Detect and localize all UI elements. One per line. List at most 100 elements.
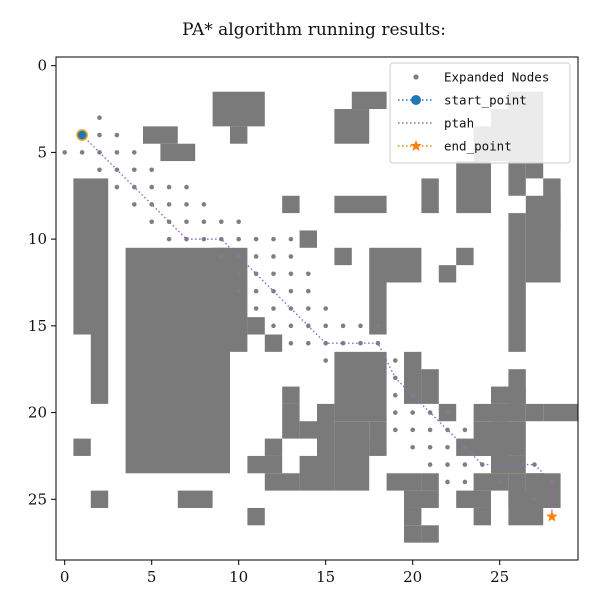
obstacle-cell: [160, 143, 196, 162]
expanded-node-point: [184, 184, 189, 190]
y-tick-label: 15: [28, 317, 47, 335]
expanded-node-point: [288, 288, 294, 294]
expanded-node-point: [201, 202, 207, 207]
obstacle-cell: [212, 247, 230, 439]
obstacle-cell: [299, 455, 317, 491]
expanded-node-point: [288, 323, 294, 329]
obstacle-cell: [456, 161, 491, 214]
obstacle-cell: [299, 421, 317, 439]
path-line: [81, 134, 553, 517]
y-tick-label: 5: [37, 143, 47, 161]
expanded-node-point: [236, 236, 241, 242]
expanded-node-point: [410, 427, 416, 433]
legend-marker-start: [411, 95, 421, 105]
expanded-node-point: [97, 132, 102, 138]
expanded-node-point: [271, 306, 276, 311]
expanded-node-point: [219, 236, 224, 242]
expanded-node-point: [410, 444, 416, 450]
legend-box: [389, 62, 571, 164]
expanded-node-point: [166, 184, 172, 190]
obstacle-cell: [404, 525, 422, 543]
expanded-node-point: [166, 236, 172, 242]
expanded-node-point: [288, 236, 294, 242]
obstacle-cell: [264, 334, 283, 352]
legend-label: end_point: [444, 139, 512, 154]
obstacle-cell: [404, 490, 439, 508]
obstacle-cell: [508, 473, 526, 508]
obstacle-cell: [247, 455, 283, 474]
obstacle-cell: [334, 351, 387, 422]
expanded-node-point: [288, 271, 294, 277]
expanded-node-point: [340, 323, 346, 329]
obstacle-cell: [351, 91, 387, 110]
expanded-node-point: [427, 444, 433, 450]
obstacle-cell: [73, 438, 91, 456]
y-tick-label: 10: [28, 230, 47, 248]
expanded-node-point: [114, 184, 120, 190]
expanded-node-point: [201, 219, 207, 225]
expanded-node-point: [271, 236, 276, 242]
obstacle-cell: [143, 126, 178, 144]
expanded-node-point: [219, 219, 224, 225]
obstacle-cell: [473, 507, 491, 526]
expanded-node-point: [132, 184, 137, 190]
obstacle-cell: [247, 507, 265, 526]
obstacle-cell: [421, 369, 439, 404]
obstacle-cell: [369, 282, 387, 335]
obstacle-cell: [456, 247, 474, 266]
expanded-node-point: [497, 479, 503, 485]
legend-label: Expanded Nodes: [444, 70, 549, 85]
obstacle-cell: [404, 507, 422, 526]
expanded-node-point: [149, 184, 154, 190]
obstacle-cell: [508, 369, 526, 404]
expanded-node-point: [149, 219, 154, 225]
expanded-node-point: [271, 288, 276, 294]
expanded-node-point: [445, 479, 450, 485]
expanded-node-point: [288, 340, 294, 346]
expanded-node-point: [288, 254, 294, 259]
expanded-node-point: [323, 306, 329, 311]
x-tick-label: 5: [147, 568, 157, 586]
expanded-node-point: [532, 496, 537, 502]
expanded-node-point: [306, 340, 311, 346]
obstacle-cell: [421, 525, 439, 543]
expanded-node-point: [97, 167, 102, 173]
plot-frame: [55, 56, 579, 561]
expanded-node-point: [236, 288, 241, 294]
expanded-node-point: [375, 323, 381, 329]
obstacle-cell: [525, 403, 544, 422]
expanded-node-point: [236, 219, 241, 225]
expanded-node-point: [253, 306, 259, 311]
chart-title: PA* algorithm running results:: [182, 20, 446, 40]
expanded-node-point: [462, 427, 468, 433]
x-tick-label: 20: [403, 568, 422, 586]
expanded-node-point: [462, 479, 468, 485]
legend-marker-expanded: [413, 74, 419, 80]
expanded-node-point: [323, 340, 329, 346]
obstacle-cell: [90, 334, 109, 404]
expanded-node-point: [340, 340, 346, 346]
legend-label: start_point: [444, 93, 527, 108]
obstacle-cell: [473, 403, 526, 422]
obstacle-cell: [334, 247, 352, 266]
expanded-node-point: [480, 462, 485, 467]
expanded-node-point: [184, 202, 189, 207]
obstacle-cell: [508, 213, 526, 352]
expanded-node-point: [445, 462, 450, 467]
obstacle-cell: [473, 473, 509, 491]
obstacle-cell: [264, 473, 300, 491]
obstacle-cell: [491, 455, 526, 474]
obstacle-cell: [299, 230, 317, 248]
y-tick-label: 25: [28, 490, 47, 508]
expanded-node-point: [149, 167, 154, 173]
obstacle-cell: [351, 438, 370, 456]
expanded-node-point: [271, 271, 276, 277]
expanded-node-point: [132, 202, 137, 207]
expanded-node-point: [445, 444, 450, 450]
expanded-node-point: [253, 254, 259, 259]
expanded-node-point: [445, 410, 450, 415]
expanded-node-point: [184, 219, 189, 225]
expanded-node-point: [306, 288, 311, 294]
obstacle-cell: [525, 161, 544, 179]
